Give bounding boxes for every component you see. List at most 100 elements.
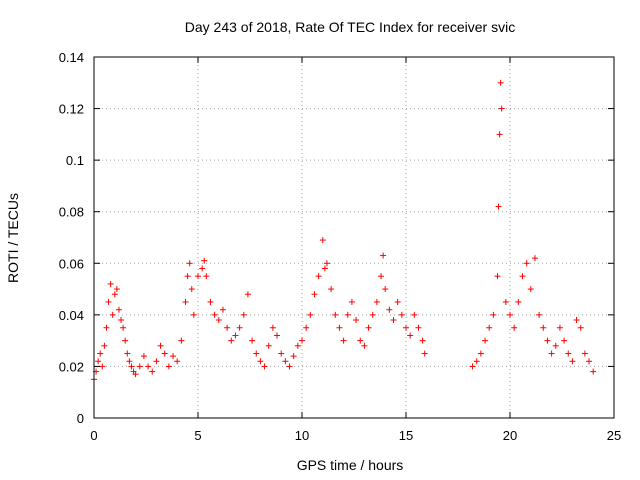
data-point xyxy=(170,353,177,360)
data-point xyxy=(122,337,129,344)
data-point xyxy=(382,286,389,293)
data-point xyxy=(311,291,318,298)
data-point xyxy=(115,306,122,313)
data-point xyxy=(188,286,195,293)
data-point xyxy=(328,286,335,293)
data-point xyxy=(244,291,251,298)
data-point xyxy=(99,363,106,370)
data-point xyxy=(95,358,102,365)
data-point xyxy=(380,252,387,259)
data-point xyxy=(386,306,393,313)
data-point xyxy=(136,363,143,370)
data-point xyxy=(498,105,505,112)
data-point xyxy=(203,273,210,280)
data-point xyxy=(199,265,206,272)
x-tick-label: 25 xyxy=(607,428,621,443)
data-point xyxy=(118,317,125,324)
data-point xyxy=(415,324,422,331)
data-point xyxy=(97,350,104,357)
data-point xyxy=(421,350,428,357)
data-point xyxy=(265,342,272,349)
y-tick-label: 0.04 xyxy=(59,308,84,323)
data-point xyxy=(224,324,231,331)
data-point xyxy=(531,255,538,262)
data-point xyxy=(174,358,181,365)
data-point xyxy=(344,311,351,318)
data-point xyxy=(124,350,131,357)
data-point xyxy=(469,363,476,370)
data-point xyxy=(278,350,285,357)
data-point xyxy=(573,317,580,324)
data-point xyxy=(228,337,235,344)
data-point xyxy=(157,342,164,349)
data-point xyxy=(201,257,208,264)
data-point xyxy=(398,311,405,318)
data-point xyxy=(236,324,243,331)
data-point xyxy=(145,363,152,370)
data-point xyxy=(186,260,193,267)
grid-layer xyxy=(94,57,614,418)
data-point xyxy=(261,363,268,370)
data-point xyxy=(403,324,409,331)
data-point xyxy=(486,324,493,331)
x-tick-labels: 0 5 10 15 20 25 xyxy=(90,428,621,443)
y-axis-title: ROTI / TECUs xyxy=(5,193,21,283)
data-point xyxy=(569,358,576,365)
x-tick-label: 10 xyxy=(295,428,309,443)
ticks-layer xyxy=(93,56,615,419)
data-point xyxy=(552,342,559,349)
data-point xyxy=(290,353,297,360)
data-point xyxy=(109,311,116,318)
data-point xyxy=(394,298,401,305)
y-tick-label: 0.08 xyxy=(59,205,84,220)
data-point xyxy=(249,337,256,344)
data-point xyxy=(590,368,597,375)
y-tick-label: 0.12 xyxy=(59,102,84,117)
data-point xyxy=(153,358,160,365)
data-point xyxy=(473,358,480,365)
data-point xyxy=(219,306,226,313)
data-point xyxy=(519,273,526,280)
data-point xyxy=(184,273,191,280)
data-point xyxy=(565,350,572,357)
data-point xyxy=(321,265,328,272)
data-point xyxy=(103,324,110,331)
data-point xyxy=(232,332,239,339)
data-point xyxy=(357,337,364,344)
data-point xyxy=(240,311,247,318)
data-point xyxy=(286,363,293,370)
plot-frame xyxy=(93,56,615,419)
data-point xyxy=(207,298,214,305)
data-point xyxy=(113,286,120,293)
data-point xyxy=(132,371,139,378)
data-point xyxy=(411,311,418,318)
data-point xyxy=(165,363,172,370)
data-point xyxy=(523,260,530,267)
data-point xyxy=(307,311,314,318)
data-point xyxy=(502,298,509,305)
data-point xyxy=(495,203,502,210)
data-point xyxy=(497,79,504,86)
x-axis-title: GPS time / hours xyxy=(297,457,404,473)
x-tick-label: 5 xyxy=(194,428,201,443)
data-point xyxy=(515,298,522,305)
data-point xyxy=(182,298,189,305)
data-point xyxy=(128,363,135,370)
data-point xyxy=(527,286,534,293)
data-point xyxy=(507,311,513,318)
data-point xyxy=(336,324,343,331)
y-tick-label: 0.1 xyxy=(66,153,84,168)
data-point xyxy=(303,324,310,331)
data-point xyxy=(496,131,503,138)
data-point xyxy=(149,368,156,375)
data-point xyxy=(353,317,360,324)
data-point xyxy=(253,350,260,357)
data-point xyxy=(490,311,497,318)
data-point xyxy=(195,273,201,280)
data-point xyxy=(556,324,563,331)
data-point xyxy=(101,342,108,349)
data-point xyxy=(269,324,276,331)
data-point xyxy=(373,298,380,305)
data-point xyxy=(407,332,414,339)
series-roti xyxy=(91,79,597,383)
